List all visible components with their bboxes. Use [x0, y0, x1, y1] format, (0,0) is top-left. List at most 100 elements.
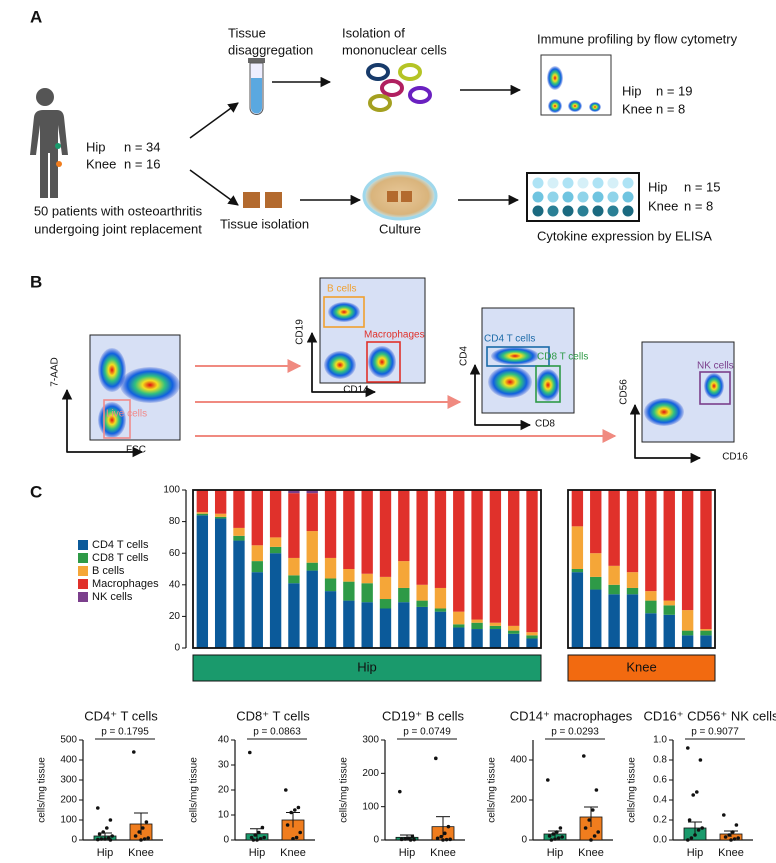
data-point: [722, 813, 726, 817]
bar-segment: [434, 608, 447, 612]
bar-segment: [508, 490, 520, 626]
chart-title: CD8⁺ T cells: [236, 708, 310, 723]
group-box: [192, 654, 542, 682]
well: [592, 177, 604, 189]
bar-segment: [306, 562, 318, 571]
panel-label: B: [30, 272, 42, 291]
bar-segment: [681, 630, 694, 636]
y-tick-label: 0.2: [653, 815, 667, 826]
legend-swatch: [78, 566, 88, 576]
data-point: [257, 830, 261, 835]
panel-frame: [567, 489, 716, 649]
bar-segment: [361, 583, 373, 603]
label: n = 34: [124, 139, 161, 154]
label: Culture: [379, 221, 421, 236]
data-point: [253, 833, 257, 837]
y-tick-label: 0.4: [653, 795, 667, 806]
bar-segment: [398, 490, 410, 562]
data-point: [298, 830, 303, 835]
cell-population: [491, 347, 539, 365]
legend-swatch: [78, 592, 88, 602]
bar-segment: [361, 602, 373, 648]
group-box: [567, 654, 716, 682]
y-tick-label: 0.6: [653, 775, 667, 786]
chart-title: CD14⁺ macrophages: [510, 708, 633, 723]
data-point: [549, 838, 554, 842]
bar-segment: [233, 527, 245, 536]
p-value: p = 0.0293: [551, 727, 599, 738]
well: [562, 177, 574, 189]
data-point: [560, 835, 564, 839]
label: Hip: [622, 83, 642, 98]
data-point: [727, 833, 731, 837]
data-point: [141, 826, 145, 830]
x-tick-label: Hip: [687, 847, 704, 859]
data-point: [596, 830, 600, 834]
x-tick-label: Knee: [578, 847, 604, 859]
gate: [323, 296, 365, 328]
data-point: [555, 830, 559, 834]
bar-segment: [526, 632, 538, 636]
data-point: [686, 746, 690, 750]
data-point: [398, 789, 402, 794]
y-tick-label: 300: [362, 735, 379, 746]
cells-icon: [366, 63, 432, 112]
bar-segment: [489, 629, 502, 648]
data-point: [96, 806, 100, 810]
data-point: [144, 820, 149, 824]
tube-icon: [248, 58, 265, 115]
legend-label: CD4 T cells: [92, 539, 149, 551]
bar-segment: [416, 600, 428, 607]
y-tick-label: 500: [60, 735, 77, 746]
bar-segment: [306, 493, 318, 532]
well: [607, 191, 619, 203]
cell-population: [328, 302, 360, 322]
y-tick-label: 10: [218, 810, 230, 821]
well: [562, 205, 574, 217]
bar-segment: [590, 490, 602, 554]
label: Knee: [648, 198, 678, 213]
data-point: [284, 788, 288, 792]
data-point: [723, 835, 728, 839]
y-tick-label: 40: [218, 735, 230, 746]
axis-label: CD8: [535, 419, 555, 430]
well: [622, 177, 634, 189]
bar-segment: [288, 490, 300, 494]
x-tick-label: Knee: [128, 847, 154, 859]
data-point: [137, 830, 141, 834]
gate: [103, 399, 131, 439]
data-point: [592, 834, 597, 838]
label: 50 patients with osteoarthritis: [34, 203, 203, 218]
data-point: [285, 823, 290, 827]
bar-segment: [269, 546, 282, 554]
data-point: [103, 837, 107, 841]
bar-segment: [471, 622, 483, 630]
bar-segment: [571, 526, 584, 569]
bar-segment: [324, 557, 337, 579]
bar-segment: [700, 629, 712, 631]
bar-segment: [508, 630, 520, 634]
cell-population: [704, 373, 724, 399]
data-point: [594, 788, 599, 792]
x-tick-label: Knee: [280, 847, 306, 859]
label: undergoing joint replacement: [34, 221, 202, 236]
bar-segment: [590, 576, 602, 590]
legend-swatch: [78, 540, 88, 550]
bar-segment: [471, 629, 483, 648]
well: [547, 177, 559, 189]
label: Immune profiling by flow cytometry: [537, 31, 738, 46]
data-point: [146, 836, 150, 840]
well: [607, 177, 619, 189]
bar-segment: [196, 513, 209, 516]
bar-segment: [434, 587, 447, 609]
bar-segment: [608, 565, 620, 585]
gate: [699, 371, 731, 405]
data-point: [547, 834, 552, 838]
data-point: [439, 834, 444, 839]
chart-title: CD19⁺ B cells: [382, 708, 464, 723]
well: [577, 191, 589, 203]
data-point: [689, 836, 694, 840]
data-point: [258, 836, 263, 841]
label: Hip: [648, 179, 668, 194]
data-point: [403, 837, 408, 841]
